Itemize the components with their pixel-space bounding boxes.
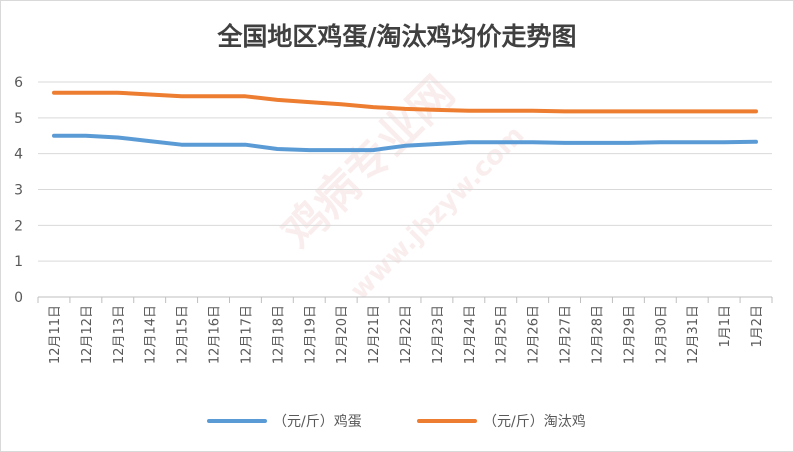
x-tick-label: 12月26日 bbox=[527, 305, 542, 364]
y-tick-label: 3 bbox=[14, 183, 23, 199]
x-tick-label: 12月16日 bbox=[208, 305, 223, 364]
x-tick-label: 12月28日 bbox=[590, 305, 605, 364]
legend: （元/斤）鸡蛋 （元/斤）淘汰鸡 bbox=[207, 413, 586, 430]
x-axis bbox=[37, 296, 773, 303]
x-tick-label: 1月2日 bbox=[750, 305, 765, 348]
series-line-1 bbox=[52, 90, 758, 114]
x-tick-label: 12月14日 bbox=[144, 305, 159, 364]
x-tick-label: 12月31日 bbox=[686, 305, 701, 364]
y-tick-label: 5 bbox=[14, 111, 23, 127]
x-tick-label: 12月19日 bbox=[303, 305, 318, 364]
legend-label-1: （元/斤）淘汰鸡 bbox=[483, 413, 586, 430]
x-tick-label: 12月23日 bbox=[431, 305, 446, 364]
series-line-0 bbox=[52, 133, 758, 153]
series-lines bbox=[52, 90, 758, 153]
x-tick-label: 12月27日 bbox=[559, 305, 574, 364]
x-tick-label: 12月25日 bbox=[495, 305, 510, 364]
x-tick-label: 12月24日 bbox=[463, 305, 478, 364]
x-tick-label: 12月20日 bbox=[335, 305, 350, 364]
chart-title: 全国地区鸡蛋/淘汰鸡均价走势图 bbox=[216, 22, 576, 51]
y-tick-label: 1 bbox=[14, 254, 23, 270]
y-tick-label: 0 bbox=[14, 290, 23, 306]
x-tick-label: 12月18日 bbox=[271, 305, 286, 364]
x-tick-label: 12月30日 bbox=[654, 305, 669, 364]
y-tick-label: 2 bbox=[14, 218, 23, 234]
x-tick-label: 1月1日 bbox=[718, 305, 733, 348]
x-tick-label: 12月11日 bbox=[48, 305, 63, 364]
gridlines bbox=[38, 81, 772, 262]
legend-label-0: （元/斤）鸡蛋 bbox=[273, 413, 362, 430]
x-tick-label: 12月17日 bbox=[239, 305, 254, 364]
y-tick-label: 6 bbox=[14, 75, 23, 91]
x-tick-label: 12月15日 bbox=[176, 305, 191, 364]
x-tick-label: 12月12日 bbox=[80, 305, 95, 364]
x-tick-labels: 12月11日 12月12日 12月13日 12月14日 12月15日 12月16日 12月1… bbox=[48, 305, 765, 364]
x-tick-label: 12月29日 bbox=[622, 305, 637, 364]
y-axis: 0 1 2 3 4 5 6 bbox=[14, 75, 23, 306]
x-tick-label: 12月22日 bbox=[399, 305, 414, 364]
x-tick-label: 12月21日 bbox=[367, 305, 382, 364]
x-tick-label: 12月13日 bbox=[112, 305, 127, 364]
y-tick-label: 4 bbox=[14, 147, 23, 163]
